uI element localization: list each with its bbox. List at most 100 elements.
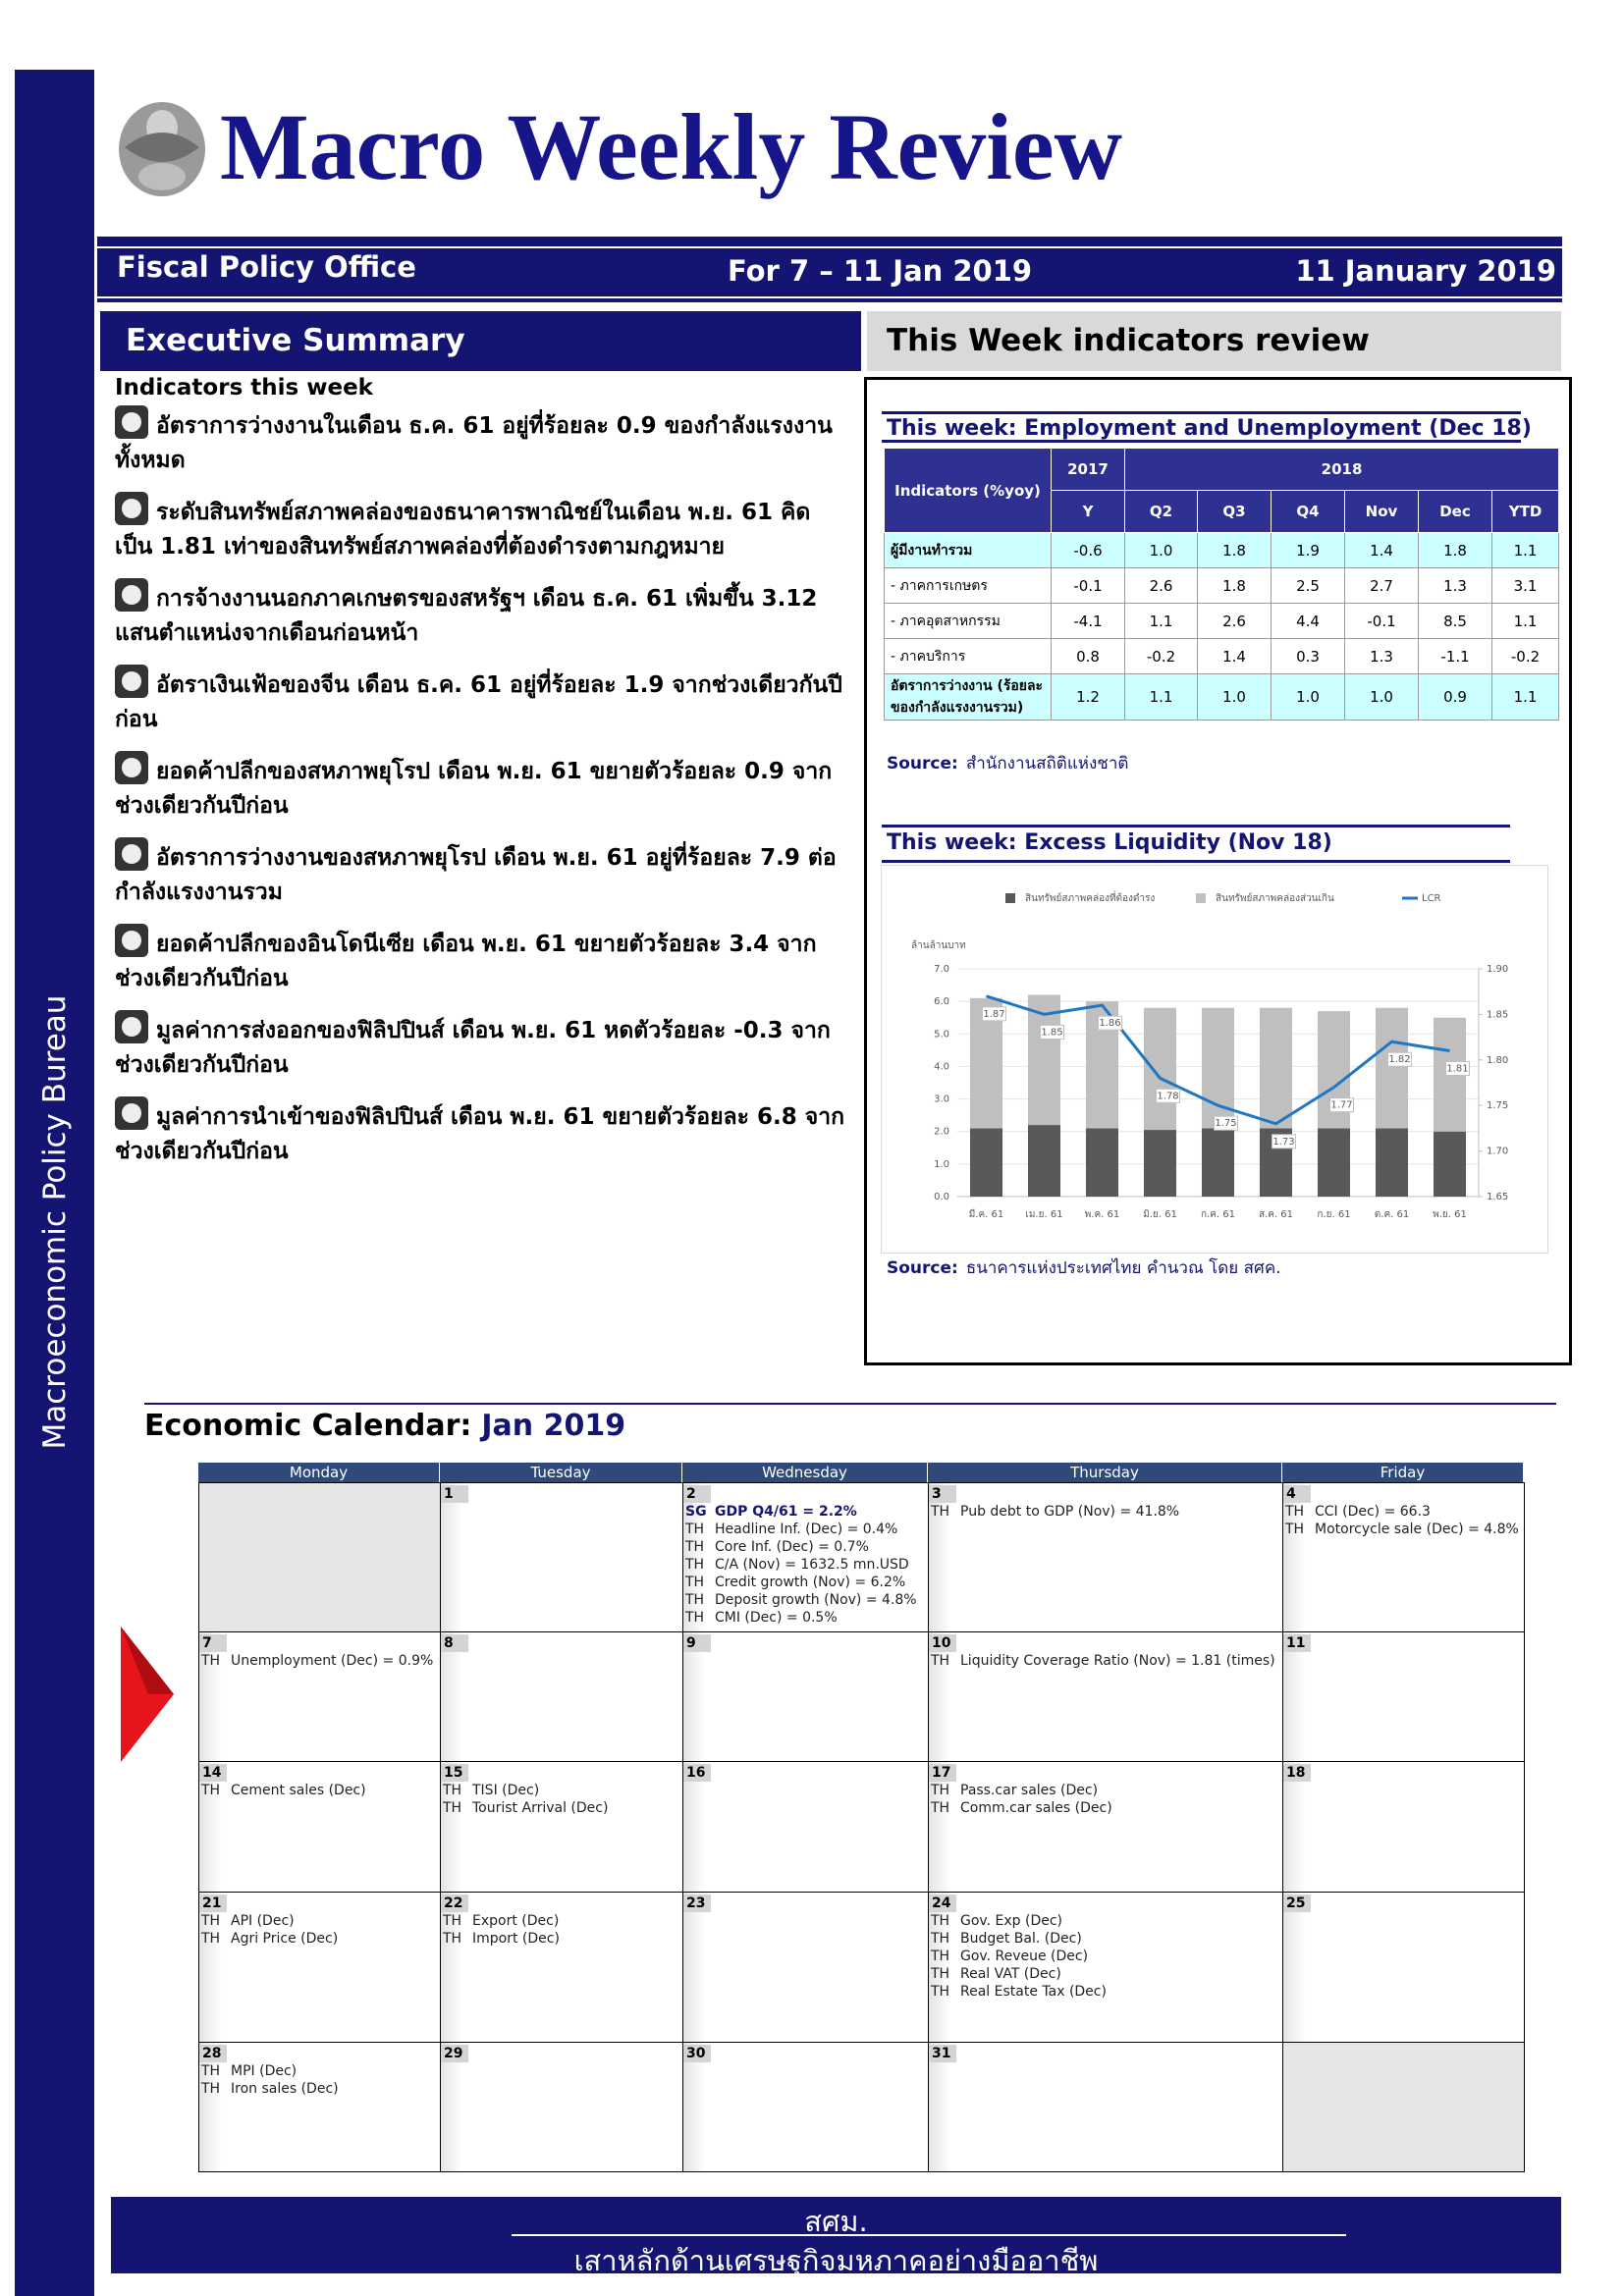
data-label: 1.87	[983, 1009, 1004, 1020]
table-cell: 1.0	[1344, 673, 1419, 721]
data-label: 1.73	[1272, 1137, 1294, 1148]
header-cell: Q4	[1271, 490, 1345, 533]
day-number: 4	[1283, 1485, 1311, 1503]
country-code: TH	[931, 1931, 950, 1947]
rule	[882, 825, 1510, 828]
summary-text: ยอดค้าปลีกของสหภาพยุโรป เดือน พ.ย. 61 ขย…	[115, 759, 833, 819]
section-heading: Executive Summary	[100, 311, 861, 371]
entry-text: Deposit growth (Nov) = 4.8%	[715, 1592, 917, 1608]
legend-swatch	[1005, 893, 1015, 903]
review-panel	[864, 377, 1572, 1365]
country-code: TH	[201, 2063, 221, 2079]
entry-text: CMI (Dec) = 0.5%	[715, 1610, 838, 1626]
day-number: 14	[199, 1764, 227, 1782]
source-label: Source:	[887, 754, 958, 774]
entry-text: GDP Q4/61 = 2.2%	[715, 1504, 857, 1520]
summary-item: อัตราเงินเฟ้อของจีน เดือน ธ.ค. 61 อยู่ที…	[115, 665, 846, 737]
source-text: สำนักงานสถิติแห่งชาติ	[965, 754, 1129, 774]
table-cell: -0.6	[1051, 532, 1125, 568]
table-cell: 2.7	[1344, 567, 1419, 604]
table-cell: 2.6	[1197, 603, 1272, 639]
summary-item: ยอดค้าปลีกของสหภาพยุโรป เดือน พ.ย. 61 ขย…	[115, 751, 846, 824]
calendar-cell: 29	[440, 2042, 683, 2172]
country-code: TH	[443, 1800, 462, 1816]
band-frame: Fiscal Policy Office For 7 – 11 Jan 2019…	[97, 246, 1562, 298]
side-bar	[15, 70, 94, 2296]
country-code: TH	[931, 1984, 950, 2000]
bullet-icon	[115, 1010, 148, 1043]
calendar-entry: TH Motorcycle sale (Dec) = 4.8%	[1283, 1521, 1524, 1538]
entry-text: Gov. Exp (Dec)	[960, 1913, 1062, 1929]
data-label: 1.78	[1157, 1091, 1178, 1101]
x-tick-label: เม.ย. 61	[1025, 1209, 1062, 1220]
entry-text: Motorcycle sale (Dec) = 4.8%	[1315, 1522, 1519, 1537]
calendar-entry: TH C/A (Nov) = 1632.5 mn.USD	[683, 1556, 928, 1574]
data-label-box	[1272, 1134, 1296, 1149]
data-label-box	[982, 1006, 1006, 1022]
table-cell: 1.8	[1197, 567, 1272, 604]
rule	[144, 1403, 1556, 1405]
y2-tick-label: 1.85	[1487, 1009, 1508, 1020]
calendar-entry: TH Pub debt to GDP (Nov) = 41.8%	[929, 1503, 1282, 1521]
calendar-cell: 16	[682, 1761, 929, 1893]
table-cell: 1.1	[1490, 532, 1560, 568]
y-tick-label: 2.0	[934, 1127, 949, 1138]
country-code: TH	[685, 1610, 705, 1626]
bar	[1375, 1128, 1409, 1197]
footer: สศม. เสาหลักด้านเศรษฐกิจมหภาคอย่างมืออาช…	[111, 2197, 1561, 2277]
employment-table: Indicators (%yoy) 2017 2018 Y Q2 Q3 Q4 Nov Dec YT…	[884, 448, 1560, 721]
y-tick-label: 4.0	[934, 1061, 949, 1072]
entry-text: Agri Price (Dec)	[231, 1931, 339, 1947]
day-number: 24	[929, 1895, 956, 1912]
x-tick-label: มิ.ย. 61	[1143, 1209, 1177, 1220]
day-number: 10	[929, 1634, 956, 1652]
header-cell: Dec	[1418, 490, 1492, 533]
country-code: TH	[685, 1522, 705, 1537]
table-cell: 0.3	[1271, 638, 1345, 674]
calendar-entry: TH Export (Dec)	[441, 1912, 682, 1930]
bullet-icon	[115, 578, 148, 612]
entry-text: Iron sales (Dec)	[231, 2081, 339, 2097]
table-cell: -0.2	[1490, 638, 1560, 674]
country-code: TH	[201, 1783, 221, 1798]
country-code: TH	[931, 1913, 950, 1929]
table-row: - ภาคการเกษตร -0.1 2.6 1.8 2.5 2.7 1.3 3.1	[884, 567, 1560, 604]
bar	[1027, 994, 1061, 1126]
country-code: TH	[1285, 1504, 1305, 1520]
pointer-arrow	[121, 1627, 174, 1762]
y-tick-label: 7.0	[934, 964, 949, 975]
y2-tick-label: 1.65	[1487, 1192, 1508, 1202]
entry-text: Export (Dec)	[472, 1913, 560, 1929]
table-cell: 1.1	[1124, 603, 1198, 639]
entry-text: Pub debt to GDP (Nov) = 41.8%	[960, 1504, 1180, 1520]
data-label: 1.75	[1215, 1118, 1236, 1129]
bar	[1201, 1128, 1235, 1197]
logo-shape	[138, 163, 186, 190]
calendar-cell: 23	[682, 1892, 929, 2043]
country-code: TH	[443, 1913, 462, 1929]
calendar-entry: TH CMI (Dec) = 0.5%	[683, 1609, 928, 1627]
table-cell: 1.3	[1418, 567, 1492, 604]
calendar-entry: TH CCI (Dec) = 66.3	[1283, 1503, 1524, 1521]
data-label-box	[1387, 1051, 1412, 1067]
day-number: 16	[683, 1764, 711, 1782]
entry-text: Credit growth (Nov) = 6.2%	[715, 1575, 906, 1590]
day-number: 31	[929, 2045, 956, 2062]
entry-text: Tourist Arrival (Dec)	[472, 1800, 609, 1816]
country-code: SG	[685, 1504, 707, 1520]
table-cell: 1.0	[1197, 673, 1272, 721]
data-label: 1.82	[1388, 1054, 1410, 1065]
calendar-entry: TH Agri Price (Dec)	[199, 1930, 440, 1948]
calendar-cell: 25	[1282, 1892, 1525, 2043]
entry-text: Comm.car sales (Dec)	[960, 1800, 1112, 1816]
summary-item: ยอดค้าปลีกของอินโดนีเซีย เดือน พ.ย. 61 ข…	[115, 924, 846, 996]
row-label: ผู้มีงานทำรวม	[884, 532, 1052, 568]
entry-text: Liquidity Coverage Ratio (Nov) = 1.81 (t…	[960, 1653, 1275, 1669]
day-number: 11	[1283, 1634, 1311, 1652]
day-number: 9	[683, 1634, 711, 1652]
country-code: TH	[201, 1931, 221, 1947]
calendar-cell: 17 TH Pass.car sales (Dec) TH Comm.car sales…	[928, 1761, 1283, 1893]
legend-swatch	[1196, 893, 1206, 903]
calendar-entry: TH Cement sales (Dec)	[199, 1782, 440, 1799]
